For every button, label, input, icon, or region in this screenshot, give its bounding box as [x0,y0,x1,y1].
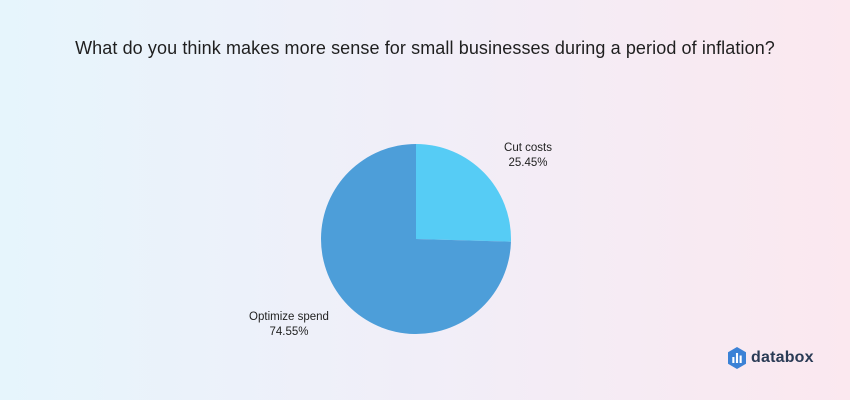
brand-logo: databox [728,347,814,369]
chart-title: What do you think makes more sense for s… [75,38,775,58]
slice-name-optimize-spend: Optimize spend [249,311,329,323]
databox-logo-icon [728,347,746,369]
slice-value-optimize-spend: 74.55% [269,326,309,338]
pie-slice-optimize-spend [320,144,511,334]
slice-value-cut-costs: 25.45% [508,157,548,169]
brand-name: databox [751,349,814,366]
pie-slice-cut-costs [416,144,511,242]
slice-label-optimize-spend: Optimize spend 74.55% [234,310,344,340]
slice-name-cut-costs: Cut costs [504,142,552,154]
slice-label-cut-costs: Cut costs 25.45% [488,141,568,171]
